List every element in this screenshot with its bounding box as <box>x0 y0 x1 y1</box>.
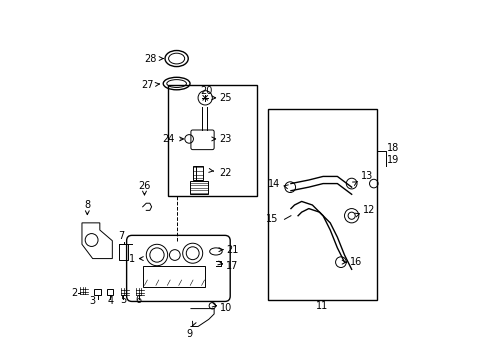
Text: 15: 15 <box>265 214 278 224</box>
Text: 18: 18 <box>386 143 398 153</box>
Bar <box>142 266 205 287</box>
Text: 24: 24 <box>162 134 183 144</box>
Text: 12: 12 <box>354 205 375 217</box>
Text: 26: 26 <box>138 181 150 195</box>
Bar <box>167 85 257 196</box>
Text: 21: 21 <box>219 245 239 255</box>
Text: 8: 8 <box>84 201 90 215</box>
Text: 6: 6 <box>136 296 142 305</box>
Text: 20: 20 <box>200 86 212 96</box>
Bar <box>190 181 207 194</box>
Text: 5: 5 <box>120 296 126 305</box>
Text: 23: 23 <box>211 134 231 144</box>
Text: 1: 1 <box>129 253 143 264</box>
Text: 2: 2 <box>71 288 78 298</box>
Text: 7: 7 <box>118 231 124 241</box>
Text: 13: 13 <box>352 171 372 185</box>
Bar <box>107 289 113 296</box>
Text: 9: 9 <box>186 321 196 339</box>
Text: 22: 22 <box>208 168 231 178</box>
Bar <box>267 109 376 300</box>
Text: 4: 4 <box>107 296 113 306</box>
Bar <box>94 289 101 296</box>
Text: 14: 14 <box>267 179 288 189</box>
Text: 16: 16 <box>342 257 362 267</box>
Text: 10: 10 <box>212 303 232 313</box>
Text: 28: 28 <box>144 54 163 64</box>
Text: 3: 3 <box>89 296 95 306</box>
Bar <box>192 166 203 180</box>
Text: 19: 19 <box>386 156 398 165</box>
Text: 27: 27 <box>141 80 159 90</box>
Text: 25: 25 <box>211 93 231 103</box>
Text: 11: 11 <box>315 301 327 311</box>
Text: 17: 17 <box>217 261 238 271</box>
